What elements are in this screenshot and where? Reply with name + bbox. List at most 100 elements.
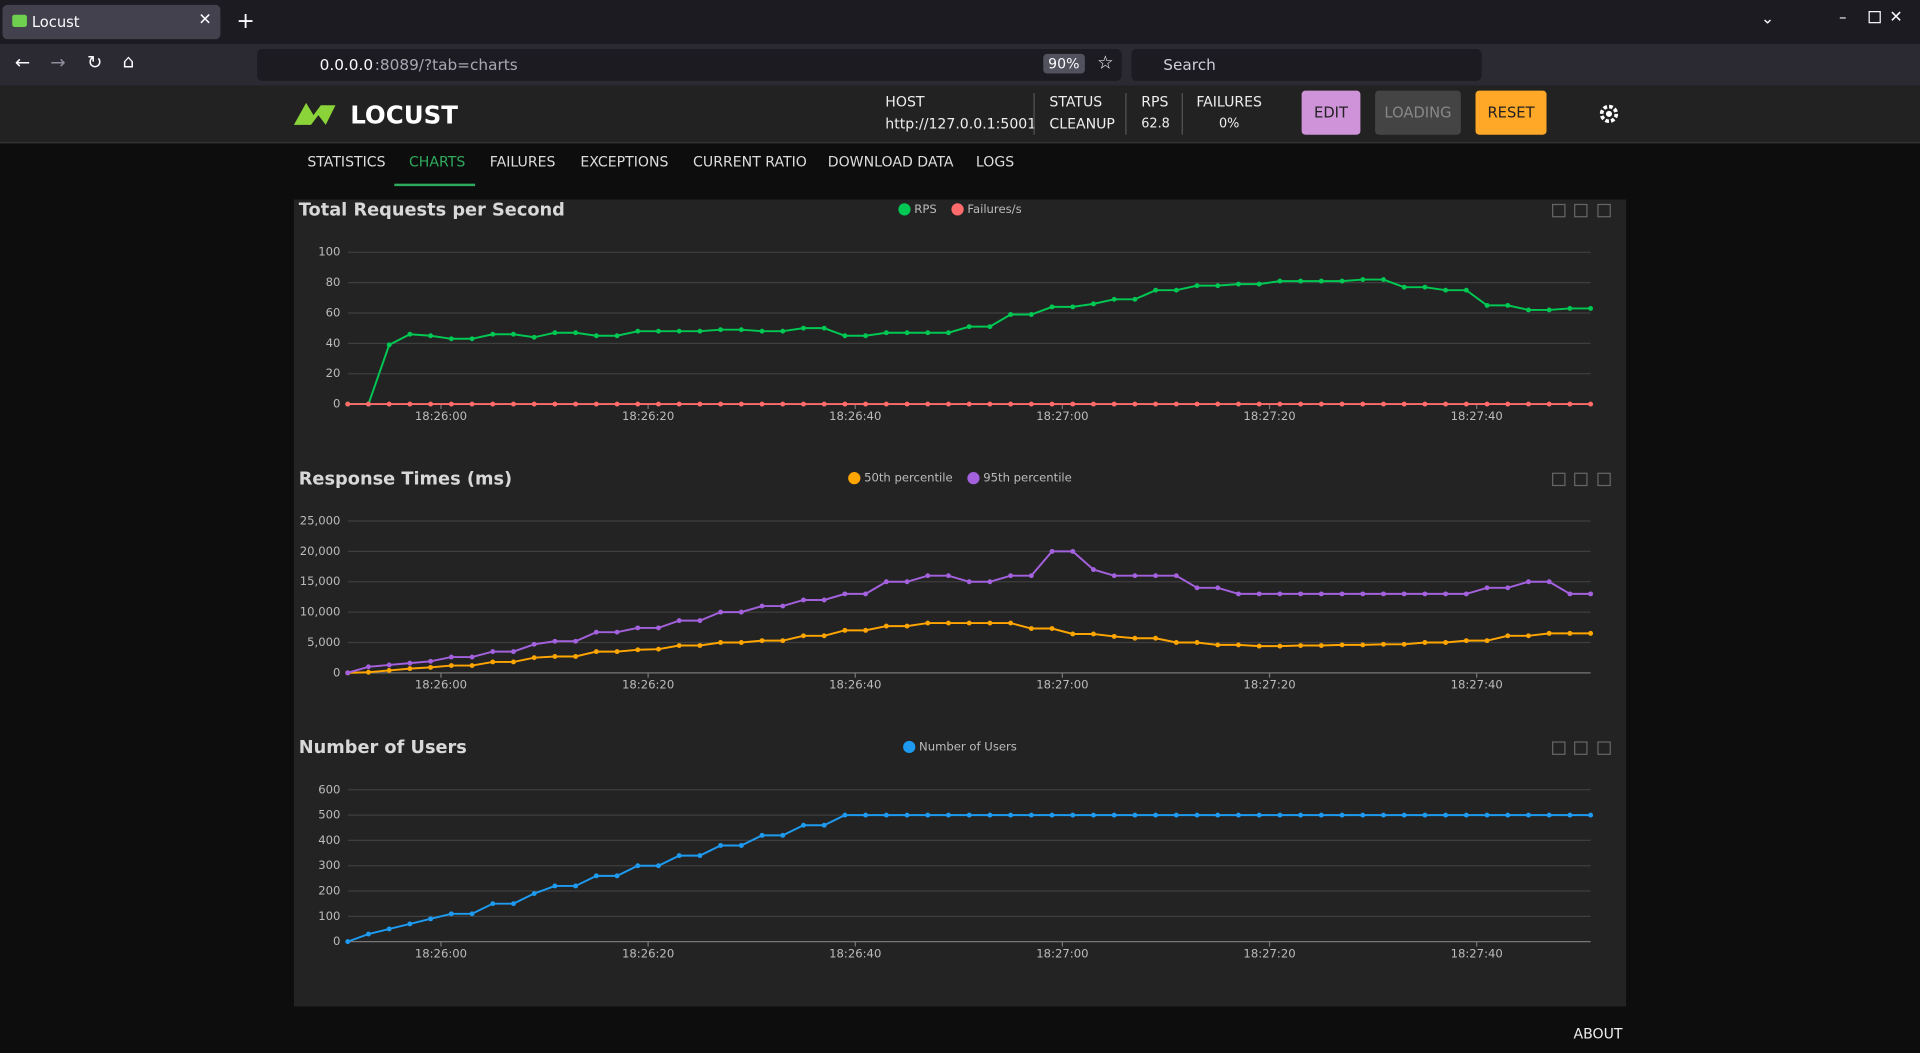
data-point	[1111, 296, 1117, 302]
url-host: 0.0.0.0	[319, 55, 374, 74]
data-point	[987, 401, 993, 407]
data-point	[883, 812, 889, 818]
data-point	[1256, 812, 1262, 818]
browser-tab[interactable]: Locust ✕	[2, 4, 221, 40]
y-tick-label: 15,000	[300, 574, 341, 588]
search-bar[interactable]: Search	[1131, 48, 1482, 81]
data-point	[1132, 812, 1138, 818]
data-point	[863, 812, 869, 818]
nav-tab[interactable]: LOGS	[975, 153, 1015, 171]
nav-tab[interactable]: CURRENT RATIO	[693, 153, 807, 171]
data-point	[821, 401, 827, 407]
close-window[interactable]: ✕	[1889, 8, 1903, 27]
about-link[interactable]: ABOUT	[1573, 1024, 1623, 1043]
data-point	[1173, 287, 1179, 293]
tab-list[interactable]: ⌄	[1760, 9, 1775, 29]
data-point	[428, 916, 434, 922]
data-point	[1422, 812, 1428, 818]
data-point	[1049, 304, 1055, 310]
stat-status: STATUS CLEANUP	[1049, 91, 1115, 135]
nav-tab[interactable]: EXCEPTIONS	[580, 153, 669, 171]
restore[interactable]	[1868, 11, 1881, 24]
data-point	[1008, 401, 1014, 407]
legend-swatch	[951, 203, 964, 216]
data-point	[1091, 401, 1096, 407]
y-tick-label: 10,000	[300, 605, 341, 619]
data-point	[1318, 401, 1324, 407]
data-point	[469, 911, 475, 917]
data-point	[718, 609, 724, 615]
toolbox-icon	[1597, 472, 1611, 487]
data-point	[469, 663, 475, 669]
data-point	[801, 633, 806, 639]
data-point	[1318, 591, 1324, 597]
reset-button[interactable]: RESET	[1475, 90, 1547, 135]
data-point	[1360, 642, 1366, 648]
data-point	[738, 640, 744, 645]
data-point	[1153, 573, 1159, 579]
data-point	[1091, 301, 1096, 307]
data-point	[1588, 630, 1594, 636]
reload[interactable]: ↻	[86, 51, 103, 74]
nav-tab-active[interactable]: CHARTS	[408, 153, 466, 171]
nav-tab[interactable]: FAILURES	[489, 153, 556, 171]
x-tick-label: 18:27:40	[1451, 678, 1503, 692]
data-point	[1215, 283, 1221, 289]
minimize[interactable]: –	[1839, 8, 1847, 26]
data-point	[904, 579, 910, 585]
toolbox-icon	[1552, 741, 1566, 755]
zoom-level[interactable]: 90%	[1043, 53, 1085, 74]
forward[interactable]: →	[50, 51, 66, 74]
data-point	[407, 921, 413, 927]
toolbox-icon	[1552, 203, 1566, 218]
data-point	[759, 638, 765, 644]
x-tick-label: 18:26:00	[415, 946, 467, 960]
data-point	[656, 328, 661, 334]
data-point	[1298, 401, 1304, 407]
y-tick-label: 80	[326, 275, 341, 289]
new-tab[interactable]: +	[236, 8, 255, 35]
stat-rps: RPS 62.8	[1141, 91, 1170, 135]
data-point	[1526, 401, 1531, 407]
data-point	[1401, 401, 1407, 407]
data-point	[656, 401, 661, 407]
nav-tab[interactable]: STATISTICS	[307, 153, 386, 171]
legend-label: Failures/s	[967, 202, 1021, 216]
chart: Total Requests per Second 0 20 40 60 80 100 18:…	[299, 201, 1611, 423]
data-point	[1422, 401, 1428, 407]
data-point	[1588, 812, 1594, 818]
data-point	[1111, 633, 1117, 639]
legend: RPS Failures/s	[898, 202, 1022, 216]
x-tick-label: 18:27:20	[1243, 678, 1295, 692]
nav-tab[interactable]: DOWNLOAD DATA	[827, 153, 954, 171]
data-point	[1215, 642, 1221, 648]
edit-button[interactable]: EDIT	[1301, 90, 1361, 135]
data-point	[676, 618, 682, 624]
tab-close[interactable]: ✕	[198, 11, 212, 30]
address-bar[interactable]: 0.0.0.0 :8089/?tab=charts 90% ☆	[257, 48, 1122, 81]
data-point	[1381, 641, 1386, 647]
data-point	[614, 873, 620, 879]
y-tick-label: 20	[326, 366, 341, 380]
data-point	[1132, 401, 1138, 407]
data-point	[1588, 401, 1594, 407]
data-point	[780, 328, 786, 334]
data-point	[573, 401, 579, 407]
back[interactable]: ←	[14, 51, 31, 74]
x-tick-label: 18:27:20	[1243, 409, 1295, 423]
data-point	[386, 926, 392, 932]
theme-toggle[interactable]	[1598, 103, 1620, 125]
charts: Total Requests per Second 0 20 40 60 80 100 18:…	[299, 201, 1611, 960]
y-tick-label: 0	[333, 397, 340, 411]
data-point	[1111, 812, 1117, 818]
bookmark-star[interactable]: ☆	[1097, 51, 1114, 74]
y-tick-label: 25,000	[300, 514, 341, 528]
data-point	[1484, 585, 1490, 591]
data-point	[511, 401, 516, 407]
data-point	[428, 401, 434, 407]
toolbox-icon	[1597, 741, 1611, 755]
data-point	[966, 401, 972, 407]
data-point	[697, 328, 703, 334]
data-point	[1028, 573, 1034, 579]
home[interactable]: ⌂	[122, 50, 135, 73]
